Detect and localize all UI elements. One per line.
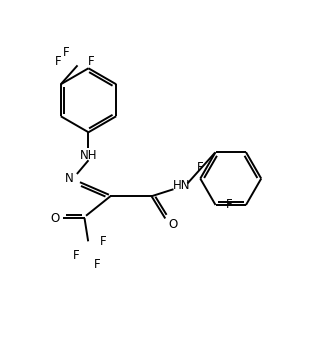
Text: F: F (73, 249, 80, 262)
Text: F: F (197, 161, 204, 174)
Text: O: O (168, 218, 178, 231)
Text: N: N (64, 172, 73, 185)
Text: F: F (93, 258, 100, 271)
Text: F: F (226, 198, 233, 211)
Text: NH: NH (80, 149, 98, 161)
Text: HN: HN (173, 179, 191, 192)
Text: F: F (55, 55, 62, 68)
Text: F: F (100, 235, 107, 248)
Text: O: O (50, 212, 59, 225)
Text: F: F (88, 55, 95, 68)
Text: F: F (63, 46, 69, 59)
